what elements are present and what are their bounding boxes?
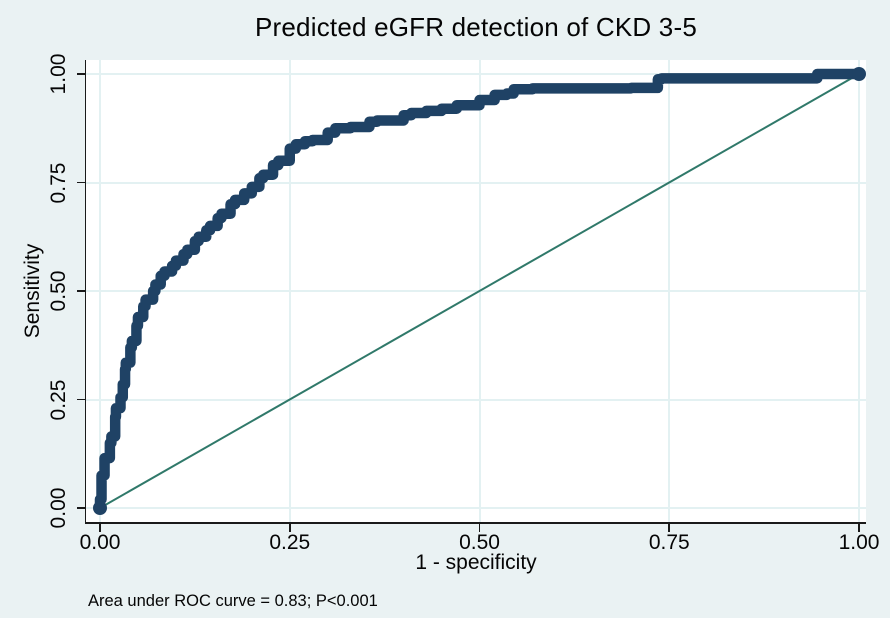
- roc-plot-canvas: [93, 67, 866, 515]
- y-tick-mark: [77, 290, 85, 292]
- x-tick-label: 0.50: [459, 531, 500, 554]
- x-tick-label: 0.25: [269, 531, 311, 554]
- y-tick-label: 0.50: [47, 270, 70, 312]
- y-tick-label: 0.75: [47, 162, 70, 203]
- y-gridline: [86, 507, 866, 509]
- x-tick-mark: [288, 524, 291, 532]
- y-axis-line: [84, 60, 87, 524]
- x-tick-label: 1.00: [838, 531, 880, 554]
- y-tick-label: 1.00: [47, 53, 70, 95]
- y-tick-mark: [77, 181, 85, 184]
- y-tick-mark: [77, 73, 85, 75]
- y-gridline: [86, 181, 866, 184]
- y-gridline: [86, 73, 866, 75]
- y-gridline: [86, 398, 866, 401]
- y-tick-label: 0.00: [47, 487, 70, 529]
- chart-title: Predicted eGFR detection of CKD 3-5: [255, 12, 697, 42]
- y-tick-mark: [77, 507, 85, 509]
- roc-curve-end-marker: [852, 67, 866, 81]
- y-tick-label: 0.25: [47, 379, 70, 420]
- roc-curve-start-marker: [93, 501, 107, 515]
- reference-diagonal-line: [99, 73, 860, 509]
- x-tick-mark: [478, 524, 481, 532]
- y-tick-mark: [77, 398, 85, 401]
- x-tick-label: 0.00: [79, 531, 121, 554]
- x-tick-label: 0.75: [648, 531, 690, 554]
- roc-curve-line: [94, 68, 865, 514]
- x-tick-mark: [668, 524, 671, 532]
- x-tick-mark: [858, 524, 860, 532]
- x-axis-title: 1 - specificity: [415, 551, 537, 574]
- auc-caption: Area under ROC curve = 0.83; P<0.001: [88, 592, 378, 610]
- y-gridline: [86, 290, 866, 292]
- x-tick-mark: [99, 524, 101, 532]
- y-axis-title: Sensitivity: [21, 243, 44, 339]
- x-axis-line: [84, 522, 866, 524]
